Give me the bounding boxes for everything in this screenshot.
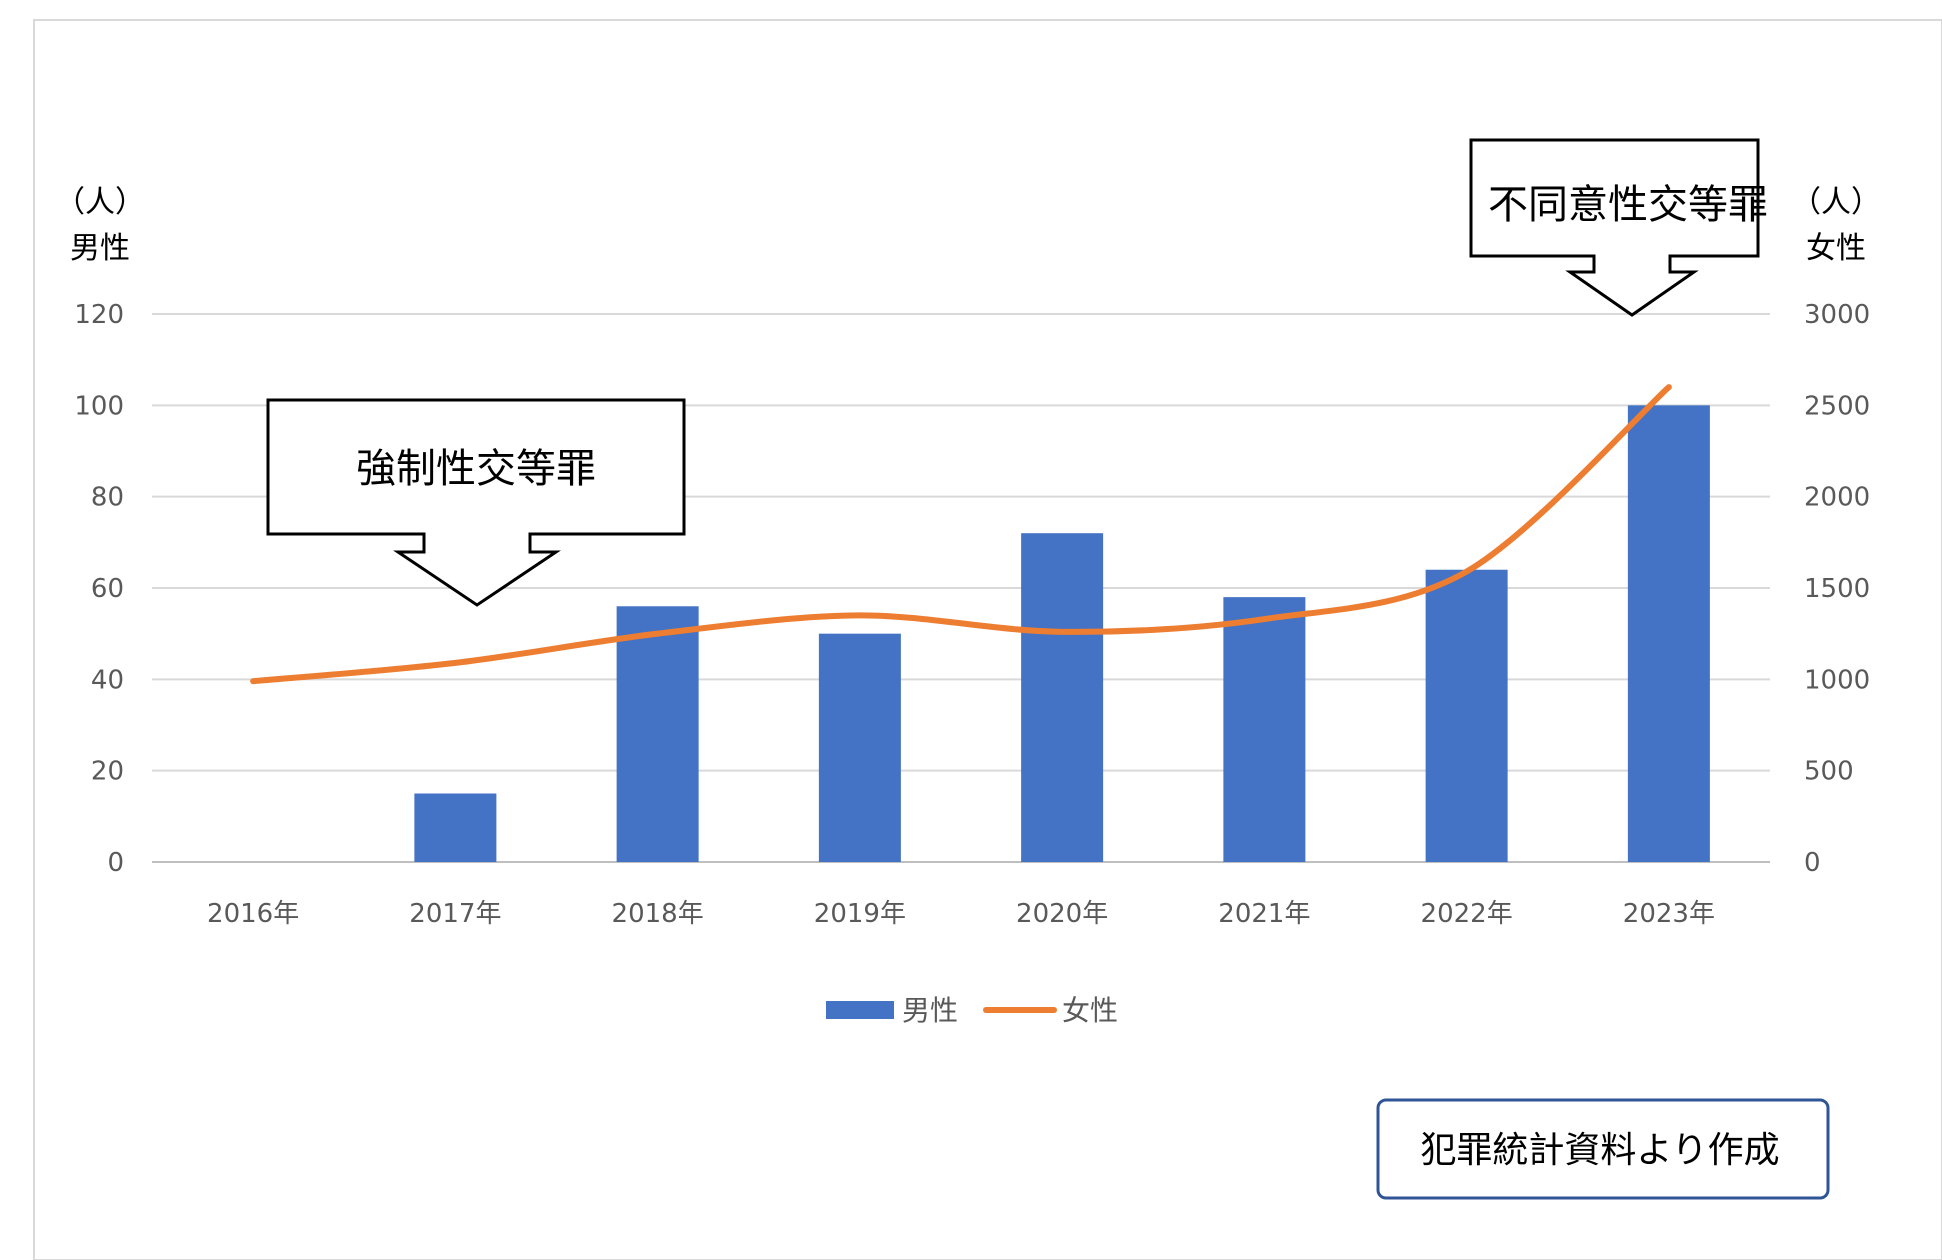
x-axis-tick-label: 2018年 (612, 899, 704, 929)
legend-label-female: 女性 (1062, 994, 1118, 1027)
callout-label: 不同意性交等罪 (1488, 182, 1768, 228)
point-female-2022年 (1464, 569, 1470, 575)
point-female-2016年 (250, 678, 256, 684)
callout-non-consensual-intercourse: 不同意性交等罪 (1469, 138, 1768, 317)
callout-box-arrow (1469, 138, 1760, 317)
left-axis-tick-label: 20 (91, 757, 124, 787)
bar-male-2023年 (1627, 405, 1710, 862)
legend-label-male: 男性 (902, 994, 958, 1027)
bar-series-male (414, 405, 1710, 862)
bar-male-2021年 (1223, 597, 1306, 862)
right-axis-label: 女性 (1806, 231, 1866, 266)
left-axis-tick-label: 0 (107, 848, 124, 878)
legend: 男性 女性 (826, 994, 1118, 1027)
point-female-2018年 (655, 631, 661, 637)
left-axis-tick-label: 120 (74, 300, 124, 330)
left-axis-tick-label: 100 (74, 391, 124, 421)
source-note-text: 犯罪統計資料より作成 (1420, 1130, 1779, 1171)
callout-forcible-intercourse: 強制性交等罪 (266, 398, 686, 607)
x-axis-tick-label: 2020年 (1016, 899, 1108, 929)
line-series-female (250, 384, 1672, 685)
point-female-2019年 (857, 612, 863, 618)
line-female (250, 384, 1672, 685)
point-female-2017年 (452, 660, 458, 666)
bar-male-2022年 (1425, 569, 1508, 862)
bar-male-2020年 (1021, 533, 1104, 862)
x-axis-tick-label: 2023年 (1623, 899, 1715, 929)
gridlines (152, 313, 1770, 863)
callout-label: 強制性交等罪 (356, 446, 596, 492)
point-female-2020年 (1059, 629, 1065, 635)
right-axis-unit: （人） (1791, 185, 1881, 220)
source-note-box (1376, 1098, 1830, 1200)
point-female-2023年 (1666, 384, 1672, 390)
chart-frame (33, 19, 1942, 1260)
bar-male-2019年 (818, 633, 901, 862)
x-axis-tick-label: 2022年 (1421, 899, 1513, 929)
legend-swatch-male (826, 1001, 894, 1019)
right-axis-tick-label: 1500 (1804, 574, 1870, 604)
point-female-2021年 (1261, 616, 1267, 622)
right-axis-tick-label: 0 (1804, 848, 1821, 878)
right-axis-tick-label: 2500 (1804, 391, 1870, 421)
bar-male-2018年 (616, 606, 699, 862)
x-axis-tick-label: 2017年 (409, 899, 501, 929)
right-axis-tick-label: 500 (1804, 757, 1854, 787)
left-axis-unit: （人） (55, 185, 145, 220)
callout-box-arrow (266, 398, 686, 607)
right-axis-tick-label: 3000 (1804, 300, 1870, 330)
x-axis-tick-label: 2019年 (814, 899, 906, 929)
left-axis-tick-label: 40 (91, 665, 124, 695)
axis-ticks: 0 20 40 60 80 100 120 0 500 1000 1500 2000 2500 3000 2… (74, 300, 1870, 929)
left-axis-tick-label: 60 (91, 574, 124, 604)
right-axis-tick-label: 1000 (1804, 665, 1870, 695)
right-axis-tick-label: 2000 (1804, 483, 1870, 513)
left-axis-label: 男性 (70, 231, 130, 266)
left-axis-tick-label: 80 (91, 483, 124, 513)
bar-male-2017年 (414, 793, 497, 862)
x-axis-tick-label: 2021年 (1218, 899, 1310, 929)
x-axis-tick-label: 2016年 (207, 899, 299, 929)
source-note: 犯罪統計資料より作成 (1376, 1098, 1830, 1200)
